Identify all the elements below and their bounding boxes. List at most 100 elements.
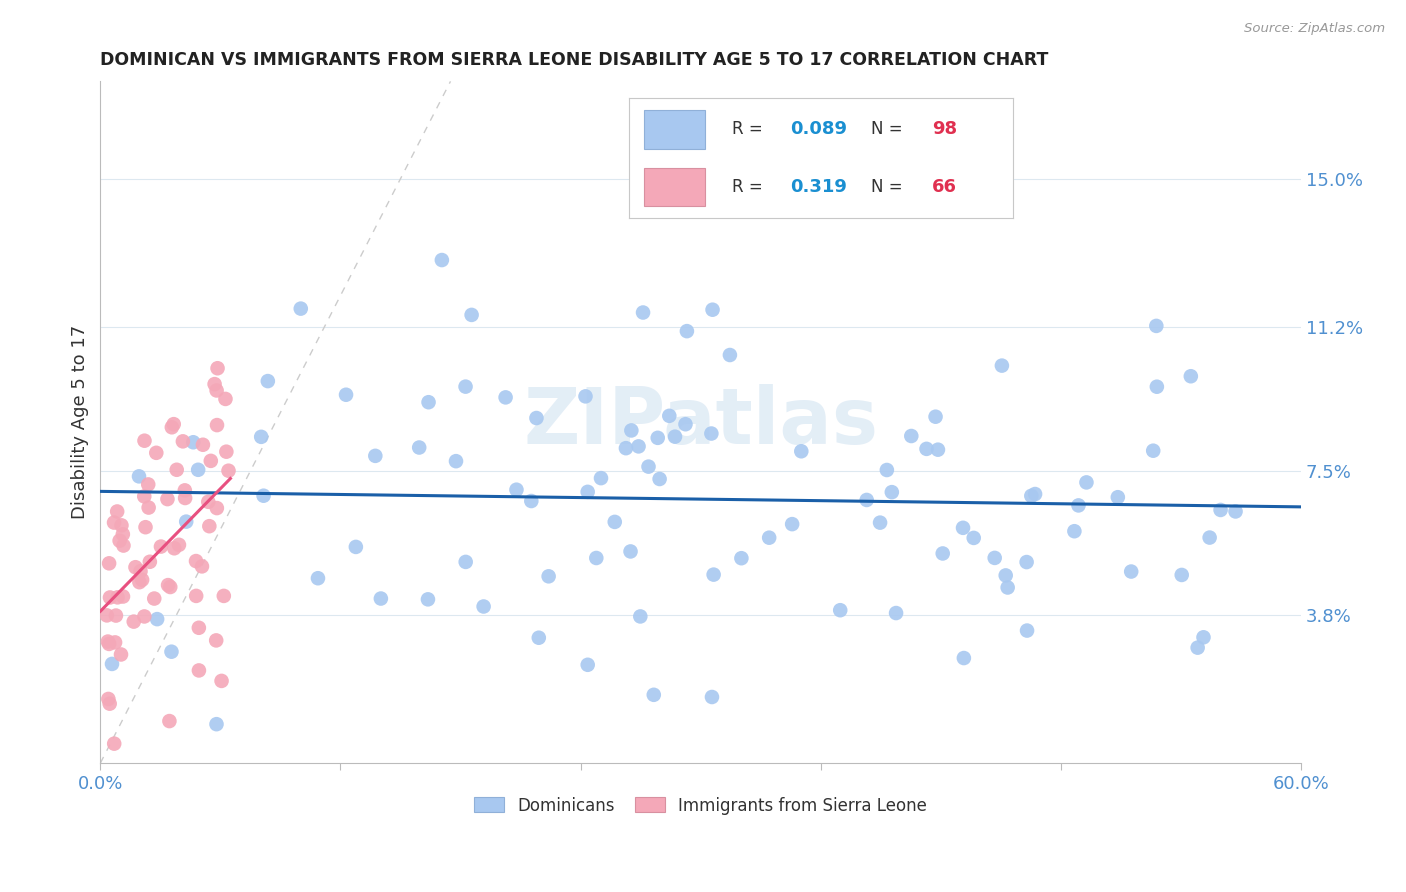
Point: [145, 446, 167, 460]
Point: [1146, 380, 1168, 394]
Point: [207, 361, 229, 376]
Legend: Dominicans, Immigrants from Sierra Leone: Dominicans, Immigrants from Sierra Leone: [465, 789, 935, 823]
Point: [900, 429, 922, 443]
Text: DOMINICAN VS IMMIGRANTS FROM SIERRA LEONE DISABILITY AGE 5 TO 17 CORRELATION CHA: DOMINICAN VS IMMIGRANTS FROM SIERRA LEON…: [100, 51, 1049, 69]
Point: [628, 609, 651, 624]
Point: [205, 717, 228, 731]
Point: [104, 635, 127, 649]
Point: [702, 302, 724, 317]
Point: [758, 531, 780, 545]
Point: [335, 388, 357, 402]
Point: [122, 615, 145, 629]
Point: [101, 657, 124, 671]
Point: [97, 634, 120, 648]
Point: [983, 550, 1005, 565]
Point: [880, 485, 903, 500]
Point: [994, 568, 1017, 582]
Point: [637, 459, 659, 474]
Point: [370, 591, 392, 606]
Point: [408, 441, 430, 455]
Point: [418, 395, 440, 409]
Point: [1192, 630, 1215, 644]
Point: [97, 692, 120, 706]
Point: [790, 444, 813, 458]
Point: [520, 494, 543, 508]
Point: [110, 518, 132, 533]
Point: [991, 359, 1014, 373]
Point: [290, 301, 312, 316]
Point: [931, 546, 953, 560]
Point: [187, 463, 209, 477]
Point: [1225, 504, 1247, 518]
Point: [110, 648, 132, 662]
Point: [204, 377, 226, 392]
Point: [191, 559, 214, 574]
Point: [181, 435, 204, 450]
Point: [173, 483, 195, 498]
Point: [98, 697, 121, 711]
Point: [643, 688, 665, 702]
Point: [472, 599, 495, 614]
Point: [98, 591, 121, 605]
Point: [416, 592, 439, 607]
Point: [700, 426, 723, 441]
Point: [430, 253, 453, 268]
Point: [134, 520, 156, 534]
Point: [1187, 640, 1209, 655]
Point: [527, 631, 550, 645]
Point: [163, 417, 186, 432]
Point: [1142, 443, 1164, 458]
Point: [105, 504, 128, 518]
Point: [576, 657, 599, 672]
Point: [157, 714, 180, 728]
Point: [700, 690, 723, 704]
Point: [184, 554, 207, 568]
Point: [953, 651, 976, 665]
Point: [174, 491, 197, 505]
Point: [252, 489, 274, 503]
Point: [585, 551, 607, 566]
Point: [1209, 503, 1232, 517]
Point: [159, 580, 181, 594]
Point: [664, 430, 686, 444]
Point: [197, 495, 219, 509]
Point: [619, 544, 641, 558]
Point: [191, 438, 214, 452]
Point: [157, 578, 180, 592]
Point: [156, 492, 179, 507]
Point: [1021, 489, 1043, 503]
Point: [198, 519, 221, 533]
Point: [187, 621, 209, 635]
Point: [676, 324, 699, 338]
Point: [915, 442, 938, 456]
Point: [139, 555, 162, 569]
Point: [111, 527, 134, 541]
Point: [364, 449, 387, 463]
Point: [212, 589, 235, 603]
Point: [167, 538, 190, 552]
Point: [103, 737, 125, 751]
Point: [211, 673, 233, 688]
Point: [537, 569, 560, 583]
Point: [256, 374, 278, 388]
Point: [589, 471, 612, 485]
Point: [830, 603, 852, 617]
Point: [128, 575, 150, 590]
Point: [997, 581, 1019, 595]
Point: [631, 305, 654, 319]
Point: [505, 483, 527, 497]
Y-axis label: Disability Age 5 to 17: Disability Age 5 to 17: [72, 325, 89, 519]
Point: [454, 379, 477, 393]
Point: [163, 541, 186, 556]
Point: [344, 540, 367, 554]
Point: [495, 390, 517, 404]
Point: [186, 589, 208, 603]
Point: [134, 489, 156, 503]
Point: [876, 463, 898, 477]
Point: [134, 609, 156, 624]
Point: [96, 608, 118, 623]
Point: [200, 454, 222, 468]
Point: [107, 591, 129, 605]
Point: [146, 612, 169, 626]
Point: [526, 411, 548, 425]
